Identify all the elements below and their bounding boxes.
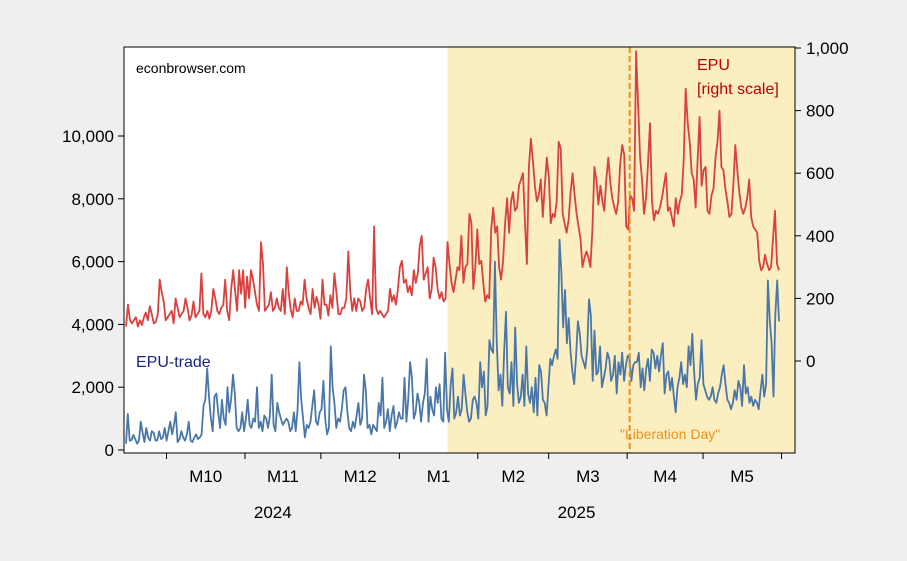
right-axis-tick-label: 600 bbox=[806, 164, 834, 183]
x-axis-month-label: M10 bbox=[189, 467, 222, 486]
x-axis-month-label: M1 bbox=[427, 467, 451, 486]
epu-series-line bbox=[125, 50, 780, 328]
x-axis-month-label: M2 bbox=[501, 467, 525, 486]
watermark: econbrowser.com bbox=[136, 60, 246, 76]
epu-trade-label: EPU-trade bbox=[136, 354, 211, 371]
epu-label-line2: [right scale] bbox=[697, 81, 779, 98]
left-axis-tick-label: 0 bbox=[105, 441, 114, 460]
left-axis-tick-label: 4,000 bbox=[71, 315, 114, 334]
shaded-region bbox=[447, 47, 795, 453]
left-axis-tick-label: 6,000 bbox=[71, 253, 114, 272]
left-axis-tick-label: 2,000 bbox=[71, 378, 114, 397]
x-axis-year-label: 2025 bbox=[558, 503, 596, 522]
x-axis-month-label: M4 bbox=[653, 467, 677, 486]
right-axis-tick-label: 800 bbox=[806, 102, 834, 121]
left-axis-tick-label: 10,000 bbox=[62, 127, 114, 146]
right-axis-tick-label: 200 bbox=[806, 289, 834, 308]
left-axis-tick-label: 8,000 bbox=[71, 190, 114, 209]
epu-trade-series-line bbox=[125, 238, 780, 445]
series-layer bbox=[125, 50, 780, 445]
x-axis-year-label: 2024 bbox=[254, 503, 292, 522]
right-axis-tick-label: 1,000 bbox=[806, 39, 849, 58]
epu-label-line1: EPU bbox=[697, 57, 730, 74]
x-axis-month-label: M5 bbox=[730, 467, 754, 486]
right-axis-tick-label: 400 bbox=[806, 227, 834, 246]
right-axis-tick-label: 0 bbox=[806, 352, 815, 371]
shaded-period-layer bbox=[447, 47, 795, 453]
x-axis-month-label: M12 bbox=[344, 467, 377, 486]
event-marker-label: "Liberation Day" bbox=[620, 426, 720, 442]
plot-frame bbox=[123, 46, 796, 454]
x-axis-month-label: M11 bbox=[267, 467, 299, 486]
x-axis-month-label: M3 bbox=[576, 467, 600, 486]
axis-layer: 0 2,000 4,000 6,000 8,000 10,000 0 200 400 600 800… bbox=[62, 39, 849, 522]
